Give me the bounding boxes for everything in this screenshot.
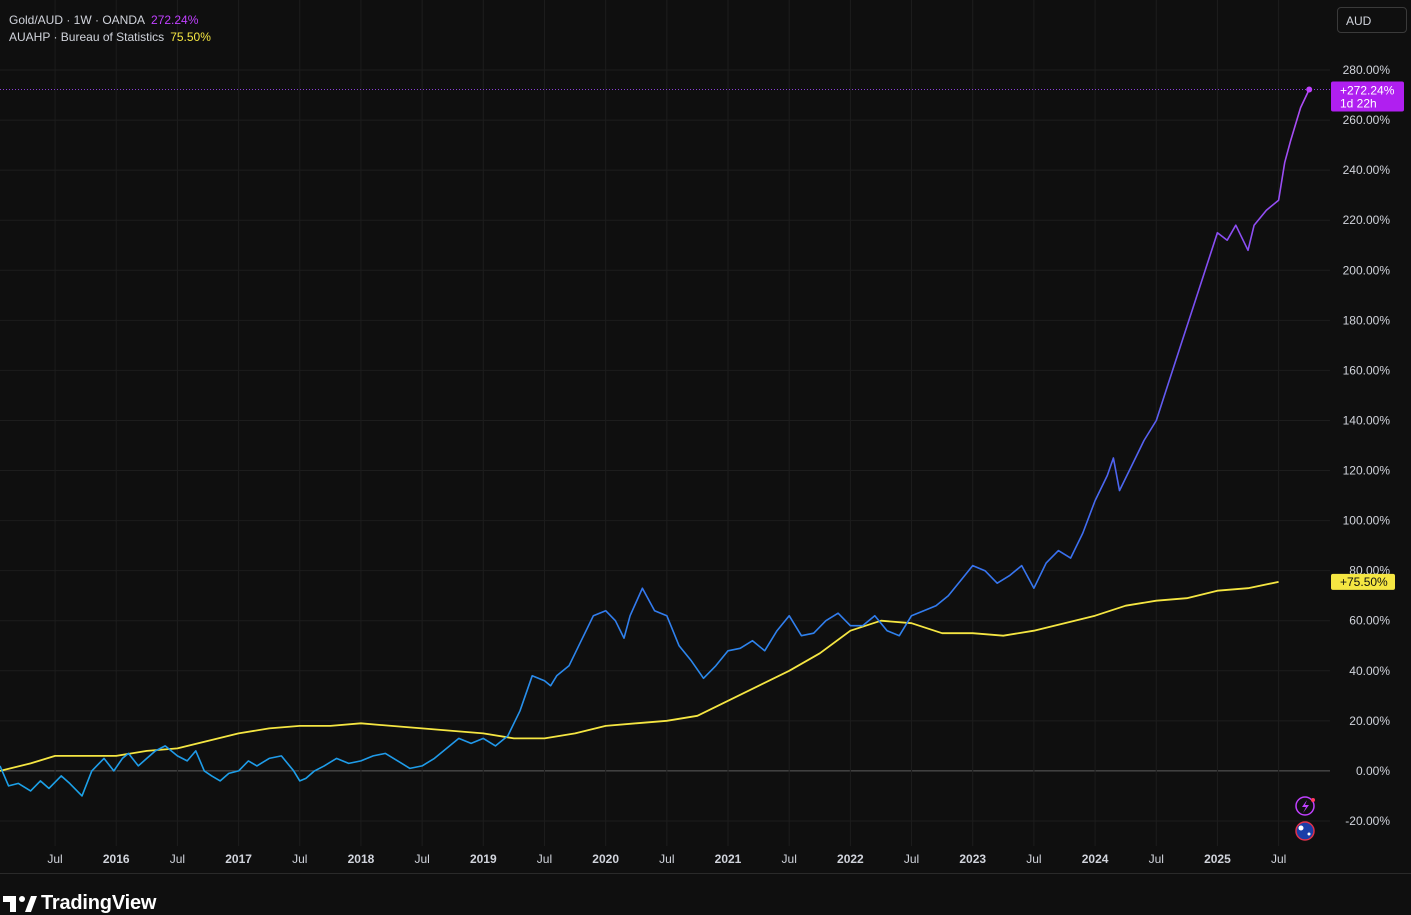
x-tick-label: Jul bbox=[904, 852, 919, 866]
x-tick-label: Jul bbox=[170, 852, 185, 866]
x-tick-label: 2023 bbox=[959, 852, 986, 866]
auahp-line bbox=[0, 581, 1279, 772]
y-tick-label: 60.00% bbox=[1349, 614, 1390, 628]
tradingview-logo[interactable]: TradingView bbox=[3, 892, 156, 915]
y-tick-label: 220.00% bbox=[1343, 213, 1391, 227]
x-tick-label: Jul bbox=[1271, 852, 1286, 866]
y-tick-label: -20.00% bbox=[1345, 814, 1390, 828]
x-tick-label: Jul bbox=[414, 852, 429, 866]
y-tick-label: 280.00% bbox=[1343, 63, 1391, 77]
y-tick-label: 180.00% bbox=[1343, 313, 1391, 327]
legend-auahp-value: 75.50% bbox=[170, 30, 211, 44]
tradingview-logo-icon bbox=[3, 895, 37, 912]
x-tick-label: 2022 bbox=[837, 852, 864, 866]
price-chart[interactable]: -20.00%0.00%20.00%40.00%60.00%80.00%100.… bbox=[0, 0, 1411, 873]
x-tick-label: 2021 bbox=[715, 852, 742, 866]
chart-area[interactable]: -20.00% 0.00% 20.00% 40.00% 60.00% 80.00% 100.… bbox=[0, 0, 1411, 873]
price-markers: +272.24%1d 22h +75.50% bbox=[0, 81, 1404, 841]
gold-aud-line bbox=[0, 89, 1310, 797]
australia-flag-icon bbox=[1295, 821, 1315, 841]
auahp-price-label-box bbox=[1331, 573, 1395, 590]
legend-gold-aud-value: 272.24% bbox=[151, 13, 199, 27]
y-tick-label: 120.00% bbox=[1343, 464, 1391, 478]
gold-price-label: +272.24% bbox=[1340, 83, 1395, 97]
x-tick-label: Jul bbox=[292, 852, 307, 866]
x-tick-label: 2017 bbox=[225, 852, 252, 866]
lightning-icon bbox=[1295, 796, 1315, 816]
tradingview-logo-text: TradingView bbox=[41, 892, 157, 914]
x-tick-label: Jul bbox=[659, 852, 674, 866]
x-tick-label: Jul bbox=[782, 852, 797, 866]
x-tick-label: Jul bbox=[1149, 852, 1164, 866]
flag-icon-star bbox=[1307, 832, 1311, 836]
lightning-icon-bolt bbox=[1302, 800, 1309, 813]
y-tick-label: 200.00% bbox=[1343, 263, 1391, 277]
grid-lines bbox=[0, 0, 1330, 846]
series-layer bbox=[0, 89, 1310, 797]
gold-price-label-box bbox=[1331, 81, 1404, 112]
y-tick-label: 40.00% bbox=[1349, 664, 1390, 678]
y-tick-label: 160.00% bbox=[1343, 363, 1391, 377]
x-tick-label: 2020 bbox=[592, 852, 619, 866]
footer: TradingView bbox=[0, 873, 1411, 915]
x-tick-label: 2016 bbox=[103, 852, 130, 866]
x-tick-label: Jul bbox=[47, 852, 62, 866]
gold-last-point bbox=[1306, 86, 1313, 93]
legend-auahp[interactable]: AUAHP · Bureau of Statistics 75.50% bbox=[9, 29, 211, 45]
x-tick-label: Jul bbox=[537, 852, 552, 866]
y-tick-label: 20.00% bbox=[1349, 714, 1390, 728]
y-tick-label: 140.00% bbox=[1343, 413, 1391, 427]
flag-icon-circle bbox=[1295, 821, 1315, 841]
axis-labels: -20.00%0.00%20.00%40.00%60.00%80.00%100.… bbox=[47, 63, 1390, 866]
legend-gold-aud[interactable]: Gold/AUD · 1W · OANDA 272.24% bbox=[9, 12, 198, 28]
y-tick-label: 0.00% bbox=[1356, 764, 1390, 778]
x-tick-label: 2019 bbox=[470, 852, 497, 866]
legend-auahp-label: AUAHP · Bureau of Statistics bbox=[9, 30, 165, 44]
flag-icon-star bbox=[1298, 825, 1304, 831]
y-tick-label: 100.00% bbox=[1343, 514, 1391, 528]
gold-countdown-label: 1d 22h bbox=[1340, 96, 1377, 110]
y-tick-label: 240.00% bbox=[1343, 163, 1391, 177]
x-tick-label: 2018 bbox=[348, 852, 375, 866]
x-tick-label: 2024 bbox=[1082, 852, 1109, 866]
notification-dot bbox=[1311, 798, 1315, 802]
legend-gold-aud-label: Gold/AUD · 1W · OANDA bbox=[9, 13, 146, 27]
y-tick-label: 260.00% bbox=[1343, 113, 1391, 127]
lightning-icon-ring bbox=[1295, 796, 1315, 816]
auahp-price-label: +75.50% bbox=[1340, 575, 1388, 589]
x-tick-label: 2025 bbox=[1204, 852, 1231, 866]
x-tick-label: Jul bbox=[1026, 852, 1041, 866]
currency-selector-button[interactable]: AUD bbox=[1337, 7, 1407, 33]
